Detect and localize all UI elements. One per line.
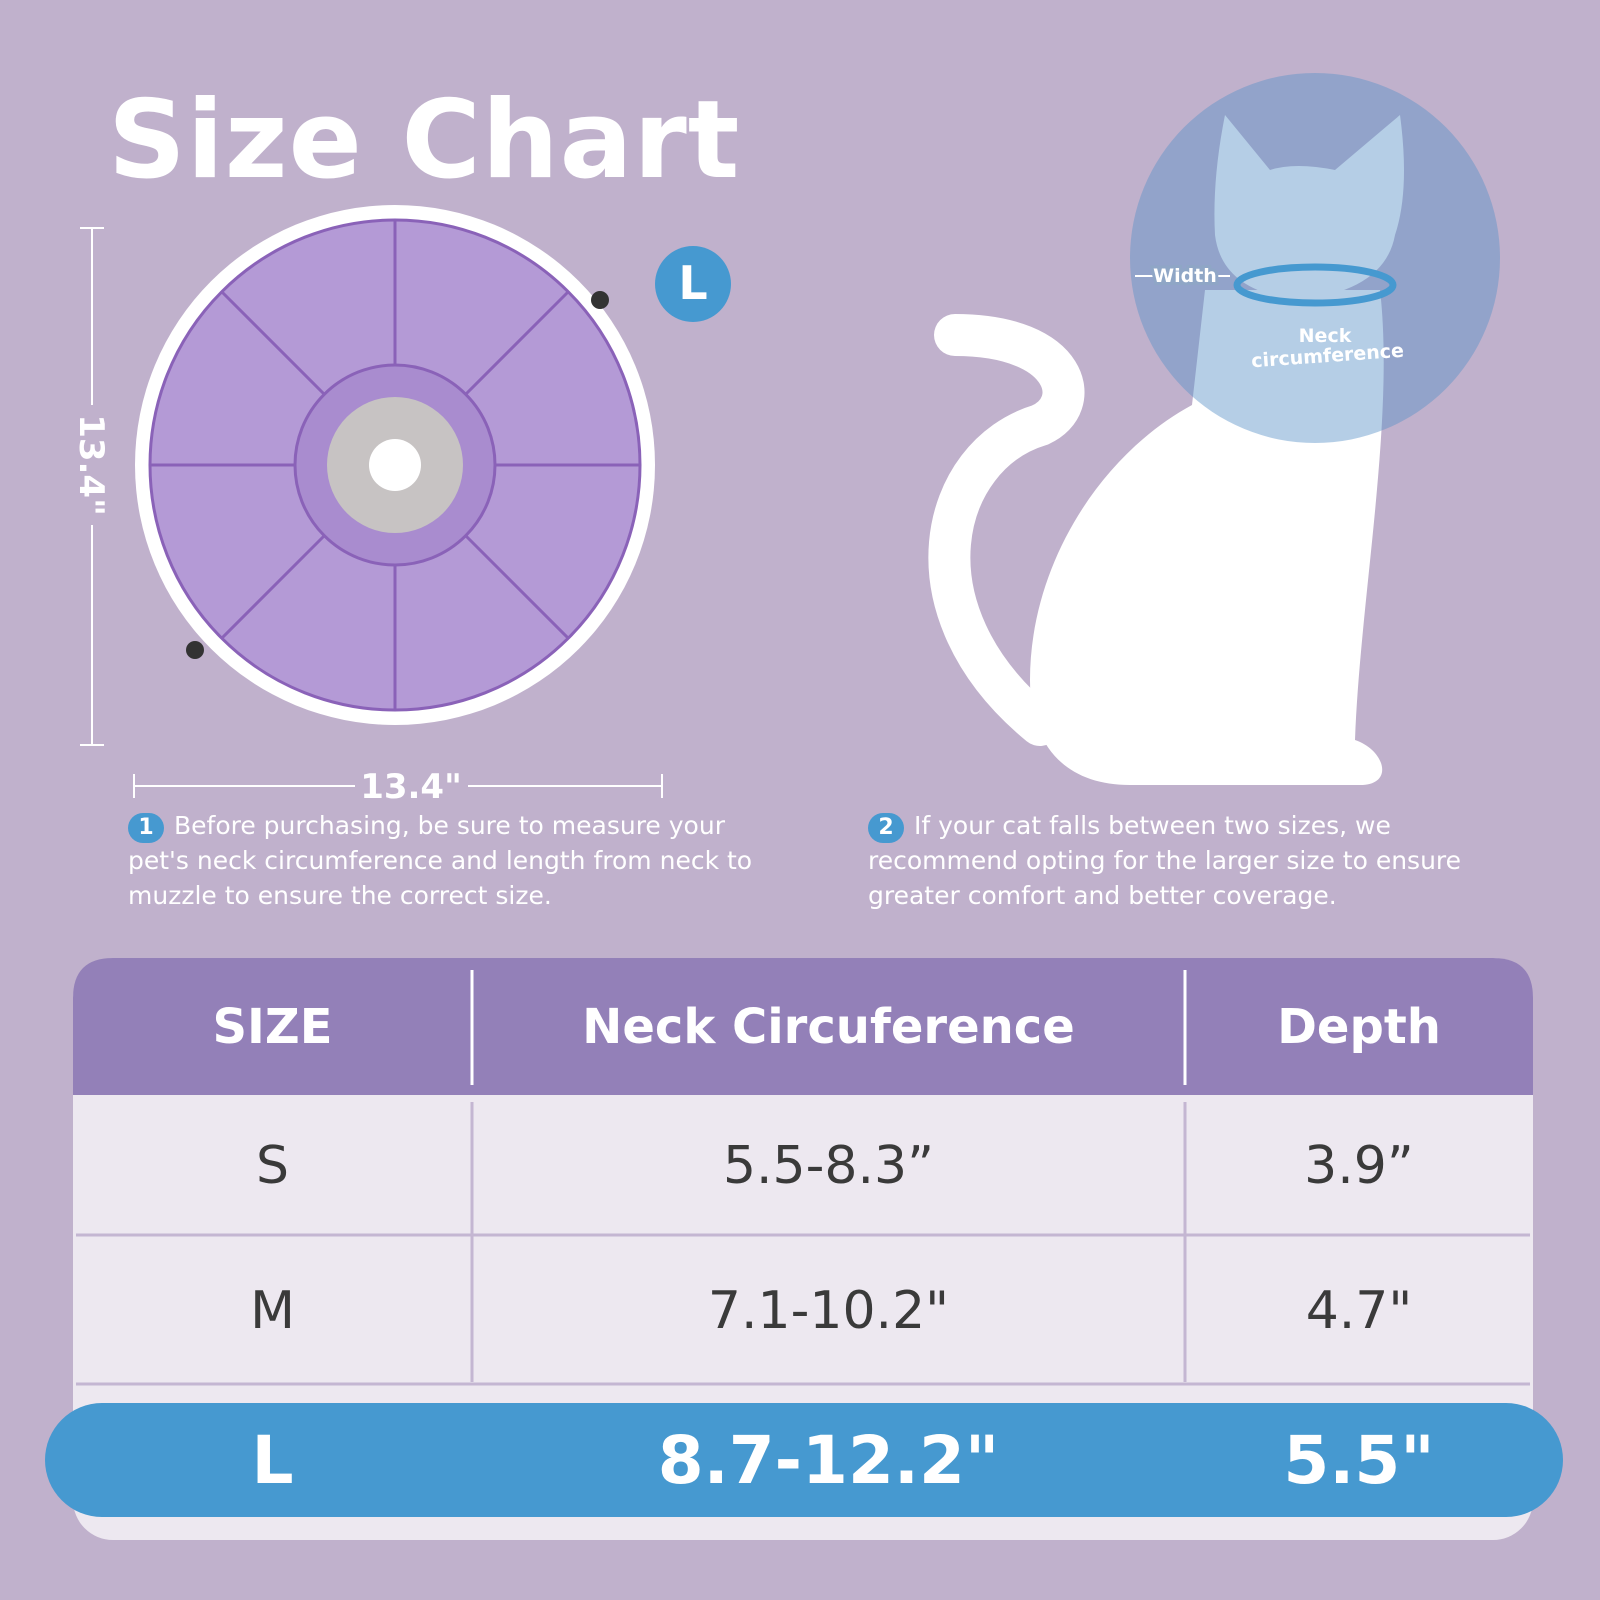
table-header-cell: Depth bbox=[1277, 998, 1441, 1055]
table-cell: S bbox=[255, 1136, 289, 1196]
note: 2 If your cat falls between two sizes, we… bbox=[868, 808, 1528, 913]
table-cell: 7.1-10.2" bbox=[707, 1280, 950, 1341]
height-dimension: 13.4" bbox=[71, 414, 111, 516]
neck-label: Neck bbox=[1299, 325, 1352, 347]
size-badge bbox=[655, 246, 731, 322]
table-cell: 8.7-12.2" bbox=[657, 1421, 1000, 1499]
table-lines bbox=[76, 970, 1530, 1386]
table-header-cell: Neck Circuference bbox=[582, 998, 1075, 1055]
table-cell: L bbox=[251, 1421, 294, 1499]
width-label: Width bbox=[1153, 265, 1217, 287]
cat-body bbox=[1030, 290, 1384, 785]
collar-hole bbox=[369, 439, 421, 491]
size-badge-label: L bbox=[678, 256, 707, 310]
table-cell: 5.5-8.3” bbox=[722, 1136, 935, 1196]
cat-head bbox=[1214, 115, 1404, 300]
note: 1 Before purchasing, be sure to measure y… bbox=[128, 808, 788, 913]
dimension-lines bbox=[80, 227, 663, 798]
table-header bbox=[73, 958, 1533, 1095]
note-text: Before purchasing, be sure to measure yo… bbox=[128, 811, 753, 910]
note-number: 2 bbox=[868, 813, 904, 843]
table-cell: 4.7" bbox=[1305, 1280, 1413, 1341]
neck-band bbox=[1233, 263, 1397, 307]
table-header-cell: SIZE bbox=[212, 998, 333, 1055]
toggle bbox=[591, 291, 609, 309]
table-cell: M bbox=[250, 1280, 295, 1341]
width-dimension: 13.4" bbox=[360, 767, 462, 807]
note-text: If your cat falls between two sizes, we … bbox=[868, 811, 1462, 910]
cat-tail bbox=[928, 314, 1085, 746]
toggle bbox=[186, 641, 204, 659]
title: Size Chart bbox=[108, 78, 741, 203]
table-cell: 5.5" bbox=[1283, 1421, 1435, 1499]
note-number: 1 bbox=[128, 813, 164, 843]
table-body bbox=[73, 958, 1533, 1540]
neck-highlight bbox=[1130, 73, 1500, 443]
highlight-row bbox=[45, 1403, 1563, 1517]
table-cell: 3.9” bbox=[1304, 1136, 1414, 1196]
